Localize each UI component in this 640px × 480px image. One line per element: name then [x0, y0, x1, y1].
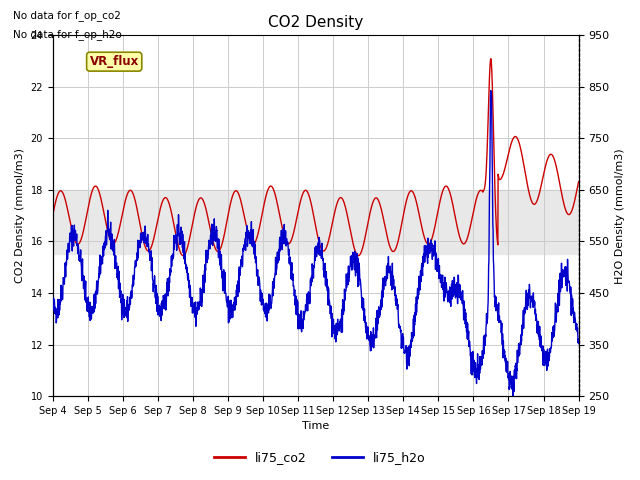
Text: VR_flux: VR_flux	[90, 55, 139, 68]
Text: No data for f_op_h2o: No data for f_op_h2o	[13, 29, 122, 40]
Bar	[52, 190, 579, 254]
Y-axis label: H2O Density (mmol/m3): H2O Density (mmol/m3)	[615, 148, 625, 284]
Legend: li75_co2, li75_h2o: li75_co2, li75_h2o	[209, 446, 431, 469]
X-axis label: Time: Time	[302, 421, 330, 432]
Title: CO2 Density: CO2 Density	[268, 15, 364, 30]
Text: No data for f_op_co2: No data for f_op_co2	[13, 10, 121, 21]
Y-axis label: CO2 Density (mmol/m3): CO2 Density (mmol/m3)	[15, 148, 25, 283]
